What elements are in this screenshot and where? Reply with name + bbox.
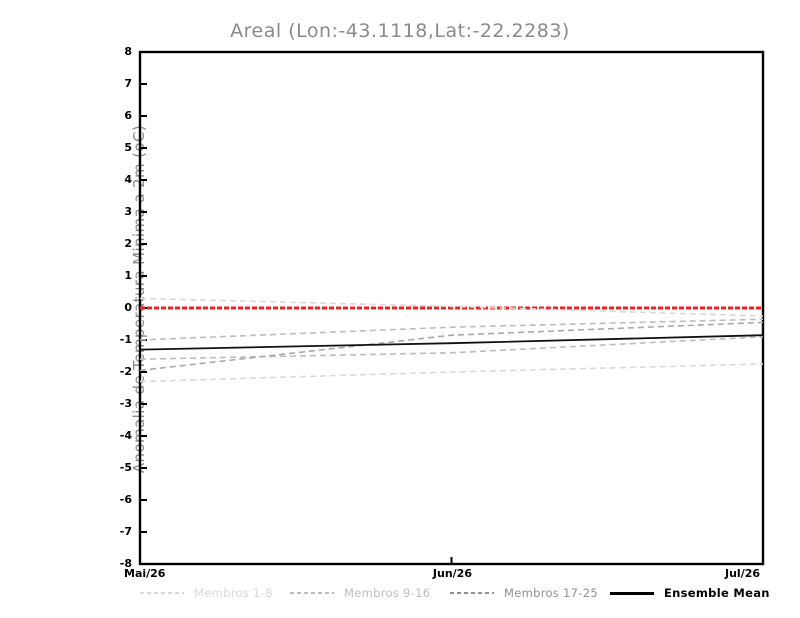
y-axis-tick-label: -1 [119,333,132,346]
y-axis-tick-label: 3 [124,205,132,218]
y-axis-tick-label: 0 [124,301,132,314]
x-axis-tick-label: Jul/26 [725,567,761,580]
series-line [139,363,764,383]
series-line [139,321,764,372]
y-axis-tick-label: -3 [119,397,132,410]
y-axis-tick-label: 7 [124,77,132,90]
legend-line-swatch [140,588,184,598]
x-axis-tick-label: Mai/26 [124,567,166,580]
x-axis-tick-label: Jun/26 [432,567,472,580]
chart-title: Areal (Lon:-43.1118,Lat:-22.2283) [230,20,570,42]
legend-label: Membros 17-25 [504,586,598,600]
series-line [139,318,764,341]
legend-label: Membros 9-16 [344,586,431,600]
y-axis-tick-label: 4 [124,173,132,186]
legend-line-swatch [450,588,494,598]
series-line [139,334,764,351]
legend-item: Membros 17-25 [450,583,598,603]
legend-line-swatch [290,588,334,598]
y-axis-tick-label: 6 [124,109,132,122]
y-axis-tick-label: 1 [124,269,132,282]
series-line [139,336,764,360]
y-axis-tick-label: 5 [124,141,132,154]
y-axis-tick-label: -7 [119,525,132,538]
legend-item: Membros 1-8 [140,583,273,603]
y-axis-tick-label: 2 [124,237,132,250]
legend-label: Membros 1-8 [194,586,273,600]
series-line [139,297,764,317]
legend-line-swatch [610,588,654,598]
chart-legend: Membros 1-8 Membros 9-16 Membros 17-25 Ense… [0,583,800,605]
y-axis-tick-label: -8 [119,557,132,570]
y-axis-tick-label: 8 [124,45,132,58]
y-axis-tick-label: -2 [119,365,132,378]
y-axis-tick-label: -6 [119,493,132,506]
y-axis-tick-label: -4 [119,429,132,442]
legend-item: Ensemble Mean [610,583,770,603]
y-axis-tick-label: -5 [119,461,132,474]
legend-item: Membros 9-16 [290,583,430,603]
legend-label: Ensemble Mean [664,586,770,600]
